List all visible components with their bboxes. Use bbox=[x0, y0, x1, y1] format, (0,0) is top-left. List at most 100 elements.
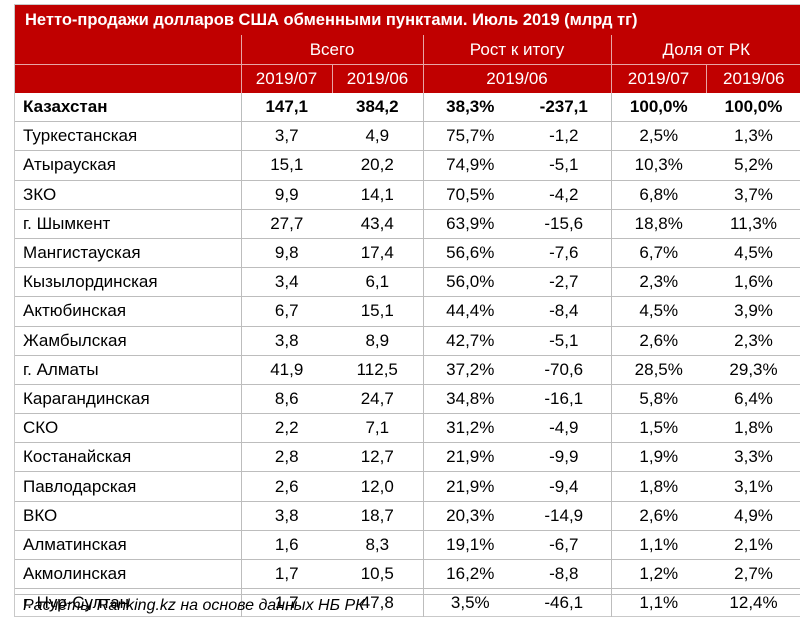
total-jul-cell: 3,8 bbox=[240, 500, 332, 531]
share-jun-cell: 12,4% bbox=[706, 588, 800, 618]
share-jun-cell: 100,0% bbox=[724, 97, 783, 117]
total-jun-cell: 47,8 bbox=[332, 588, 424, 618]
total-jul-cell: 8,6 bbox=[240, 383, 332, 414]
table-row: Туркестанская 3,7 4,9 75,7% -1,2 2,5% 1,3% bbox=[15, 121, 800, 151]
region-name: Костанайская bbox=[15, 442, 241, 472]
region-name: г. Нур-Султан bbox=[15, 588, 241, 618]
share-jul-cell: 2,5% bbox=[610, 121, 707, 151]
total-jun-cell: 20,2 bbox=[332, 150, 424, 181]
share-jul-cell: 100,0% bbox=[610, 93, 707, 122]
share-jun-cell: 2,7% bbox=[706, 558, 800, 589]
table-row-total: Казахстан 147,1 384,2 38,3% -237,1 100,0% 100,… bbox=[15, 93, 800, 122]
total-jun-cell: 12,7 bbox=[332, 442, 424, 472]
total-jun-cell: 7,1 bbox=[332, 413, 424, 443]
table-row: Мангистауская 9,8 17,4 56,6% -7,6 6,7% 4,5% bbox=[15, 237, 800, 268]
table-row: г. Алматы 41,9 112,5 37,2% -70,6 28,5% 29,3% bbox=[15, 354, 800, 385]
share-jun-cell: 4,9% bbox=[706, 500, 800, 531]
table-body: Казахстан 147,1 384,2 38,3% -237,1 100,0% 100,… bbox=[15, 93, 800, 618]
growth-abs-cell: -6,7 bbox=[517, 529, 612, 560]
growth-pct-cell: 19,1% bbox=[422, 529, 518, 560]
growth-pct-cell: 75,7% bbox=[422, 121, 518, 151]
total-jun-cell: 43,4 bbox=[332, 208, 424, 239]
share-jul-cell: 5,8% bbox=[610, 383, 707, 414]
growth-abs-cell: -9,9 bbox=[517, 442, 612, 472]
share-jun-cell: 29,3% bbox=[706, 354, 800, 385]
total-jun-cell: 10,5 bbox=[332, 558, 424, 589]
region-name: Павлодарская bbox=[15, 471, 241, 502]
total-jun-cell: 112,5 bbox=[332, 354, 424, 385]
share-jun-cell: 3,7% bbox=[706, 179, 800, 210]
growth-abs-cell: -70,6 bbox=[517, 354, 612, 385]
region-name: Туркестанская bbox=[15, 121, 241, 151]
table-row: Павлодарская 2,6 12,0 21,9% -9,4 1,8% 3,1% bbox=[15, 471, 800, 502]
table-row: Актюбинская 6,7 15,1 44,4% -8,4 4,5% 3,9% bbox=[15, 296, 800, 326]
growth-pct-cell: 16,2% bbox=[422, 558, 518, 589]
growth-abs-cell: -7,6 bbox=[517, 237, 612, 268]
share-jun-cell: 2,3% bbox=[706, 325, 800, 356]
region-name: Акмолинская bbox=[15, 558, 241, 589]
total-jun-cell: 17,4 bbox=[332, 237, 424, 268]
header-share-jun: 2019/06 bbox=[705, 64, 800, 93]
growth-pct-cell: 34,8% bbox=[422, 383, 518, 414]
share-jun-cell: 11,3% bbox=[706, 208, 800, 239]
table-row: Жамбылская 3,8 8,9 42,7% -5,1 2,6% 2,3% bbox=[15, 325, 800, 356]
table-row: СКО 2,2 7,1 31,2% -4,9 1,5% 1,8% bbox=[15, 413, 800, 443]
share-jul-cell: 18,8% bbox=[610, 208, 707, 239]
growth-pct-cell: 56,6% bbox=[422, 237, 518, 268]
growth-pct-cell: 37,2% bbox=[422, 354, 518, 385]
header-row-groups: Всего Рост к итогу Доля от РК bbox=[15, 35, 800, 65]
total-jun-cell: 8,3 bbox=[332, 529, 424, 560]
region-name: Мангистауская bbox=[15, 237, 241, 268]
growth-pct-cell: 42,7% bbox=[422, 325, 518, 356]
share-jun-cell: 5,2% bbox=[706, 150, 800, 181]
share-jul-cell: 1,1% bbox=[610, 588, 707, 618]
total-jul-cell: 9,9 bbox=[240, 179, 332, 210]
total-jul-cell: 3,8 bbox=[240, 325, 332, 356]
growth-abs-cell: -237,1 bbox=[539, 97, 588, 117]
growth-pct-cell: 31,2% bbox=[422, 413, 518, 443]
share-jun-cell: 1,6% bbox=[706, 267, 800, 297]
total-jul-cell: 1,7 bbox=[240, 588, 332, 618]
header-row-periods: 2019/07 2019/06 2019/06 2019/07 2019/06 bbox=[15, 64, 800, 93]
region-name: Актюбинская bbox=[15, 296, 241, 326]
table-row: Костанайская 2,8 12,7 21,9% -9,9 1,9% 3,3% bbox=[15, 442, 800, 472]
growth-pct-cell: 70,5% bbox=[422, 179, 518, 210]
header-total-jun: 2019/06 bbox=[331, 64, 424, 93]
total-jul-cell: 147,1 bbox=[240, 93, 332, 122]
table-row: Алматинская 1,6 8,3 19,1% -6,7 1,1% 2,1% bbox=[15, 529, 800, 560]
growth-abs-cell: -1,2 bbox=[517, 121, 612, 151]
table-row: Карагандинская 8,6 24,7 34,8% -16,1 5,8% 6,4% bbox=[15, 383, 800, 414]
total-jul-cell: 27,7 bbox=[240, 208, 332, 239]
growth-abs-cell: -5,1 bbox=[517, 150, 612, 181]
share-jul-cell: 6,7% bbox=[610, 237, 707, 268]
growth-pct-cell: 3,5% bbox=[422, 588, 518, 618]
region-name: Жамбылская bbox=[15, 325, 241, 356]
share-jun-cell: 6,4% bbox=[706, 383, 800, 414]
region-name: Атырауская bbox=[15, 150, 241, 181]
share-jun-cell: 2,1% bbox=[706, 529, 800, 560]
total-jul-cell: 2,2 bbox=[240, 413, 332, 443]
share-jul-cell: 1,2% bbox=[610, 558, 707, 589]
total-jul-cell: 41,9 bbox=[240, 354, 332, 385]
share-jul-cell: 2,6% bbox=[610, 500, 707, 531]
table-row: г. Шымкент 27,7 43,4 63,9% -15,6 18,8% 11,3% bbox=[15, 208, 800, 239]
share-jul-cell: 1,5% bbox=[610, 413, 707, 443]
header-share-group: Доля от РК bbox=[610, 35, 800, 65]
table-title: Нетто-продажи долларов США обменными пун… bbox=[15, 5, 800, 35]
total-jul-cell: 2,6 bbox=[240, 471, 332, 502]
growth-abs-cell: -46,1 bbox=[517, 588, 612, 618]
growth-abs-cell: -8,4 bbox=[517, 296, 612, 326]
share-jul-cell: 10,3% bbox=[610, 150, 707, 181]
total-jul-cell: 3,4 bbox=[240, 267, 332, 297]
header-growth-period: 2019/06 bbox=[422, 64, 612, 93]
region-name: ЗКО bbox=[15, 179, 241, 210]
region-name: Алматинская bbox=[15, 529, 241, 560]
region-name: г. Шымкент bbox=[15, 208, 241, 239]
header-total-jul: 2019/07 bbox=[240, 64, 332, 93]
share-jul-cell: 1,9% bbox=[610, 442, 707, 472]
total-jul-cell: 15,1 bbox=[240, 150, 332, 181]
total-jun-cell: 384,2 bbox=[355, 97, 399, 117]
region-name: Казахстан bbox=[23, 97, 108, 117]
total-jun-cell: 12,0 bbox=[332, 471, 424, 502]
total-jul-cell: 1,7 bbox=[240, 558, 332, 589]
